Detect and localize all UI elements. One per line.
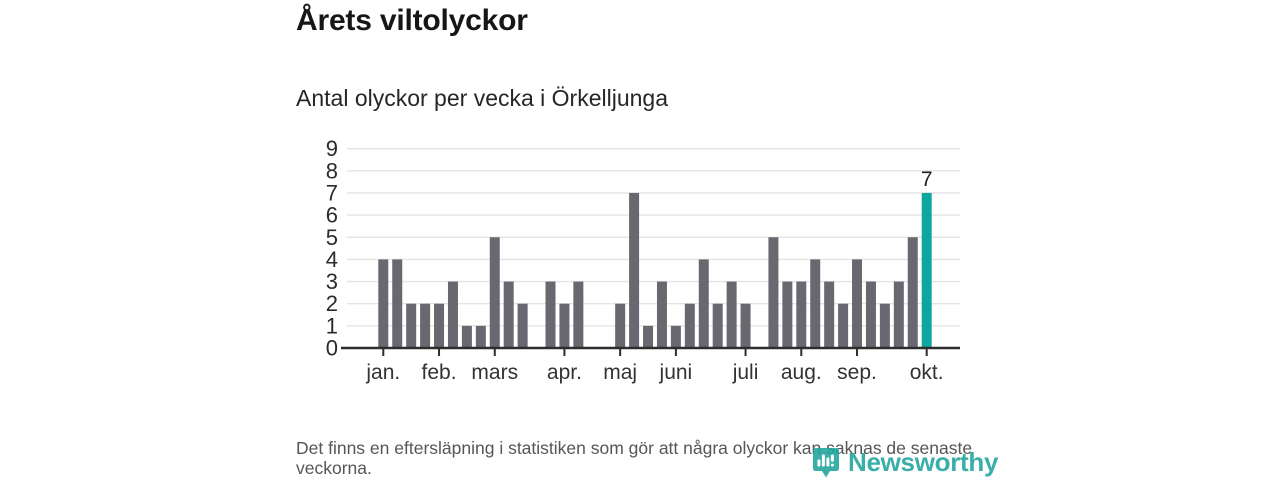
x-axis-month-label: feb. — [422, 361, 457, 384]
bar — [670, 325, 681, 348]
y-axis-tick-label: 2 — [326, 291, 338, 316]
bar — [865, 281, 876, 348]
bar — [852, 259, 863, 348]
highlighted-bar — [921, 192, 932, 348]
bar — [517, 303, 528, 348]
bar — [782, 281, 793, 348]
bar — [684, 303, 695, 348]
bar — [907, 237, 918, 348]
bar — [698, 259, 709, 348]
x-axis-month-label: okt. — [910, 361, 944, 384]
y-axis-tick-label: 4 — [326, 247, 338, 272]
bar — [461, 325, 472, 348]
x-axis-month-label: apr. — [547, 361, 582, 384]
bar — [489, 237, 500, 348]
x-axis-month-label: aug. — [781, 361, 822, 384]
bar — [573, 281, 584, 348]
bar — [420, 303, 431, 348]
y-axis-tick-label: 0 — [326, 336, 338, 361]
bar — [879, 303, 890, 348]
x-axis-month-label: mars — [471, 361, 518, 384]
bar — [656, 281, 667, 348]
x-axis-month-label: jan. — [365, 361, 400, 384]
footer-disclaimer: Det finns en eftersläpning i statistiken… — [296, 438, 973, 478]
y-axis-tick-label: 3 — [326, 269, 338, 294]
x-axis-month-label: juni — [659, 361, 693, 384]
x-axis-month-label: juli — [732, 361, 759, 384]
x-axis-month-label: maj — [603, 361, 637, 384]
chart-subtitle: Antal olyckor per vecka i Örkelljunga — [296, 85, 668, 111]
bar — [838, 303, 849, 348]
bar — [378, 259, 389, 348]
bar — [406, 303, 417, 348]
bar — [643, 325, 654, 348]
bar — [434, 303, 445, 348]
bar — [824, 281, 835, 348]
y-axis-tick-label: 9 — [326, 138, 338, 161]
bar — [447, 281, 458, 348]
bar — [615, 303, 626, 348]
bar — [629, 192, 640, 348]
newsworthy-logo[interactable]: Newsworthy — [813, 447, 998, 478]
bar — [503, 281, 514, 348]
bar — [392, 259, 403, 348]
y-axis-tick-label: 1 — [326, 313, 338, 338]
bar — [893, 281, 904, 348]
bar — [768, 237, 779, 348]
bar — [740, 303, 751, 348]
y-axis-tick-label: 6 — [326, 203, 338, 228]
bar — [475, 325, 486, 348]
x-axis-month-label: sep. — [837, 361, 877, 384]
newsworthy-pin-icon — [813, 447, 839, 477]
y-axis-tick-label: 7 — [326, 180, 338, 205]
bar — [796, 281, 807, 348]
y-axis-tick-label: 5 — [326, 225, 338, 250]
bar — [712, 303, 723, 348]
bar — [559, 303, 570, 348]
page-title: Årets viltolyckor — [296, 4, 528, 37]
bar — [810, 259, 821, 348]
bar — [726, 281, 737, 348]
bar — [545, 281, 556, 348]
highlight-value-label: 7 — [921, 168, 933, 191]
y-axis-tick-label: 8 — [326, 158, 338, 183]
newsworthy-logo-text: Newsworthy — [848, 447, 999, 477]
